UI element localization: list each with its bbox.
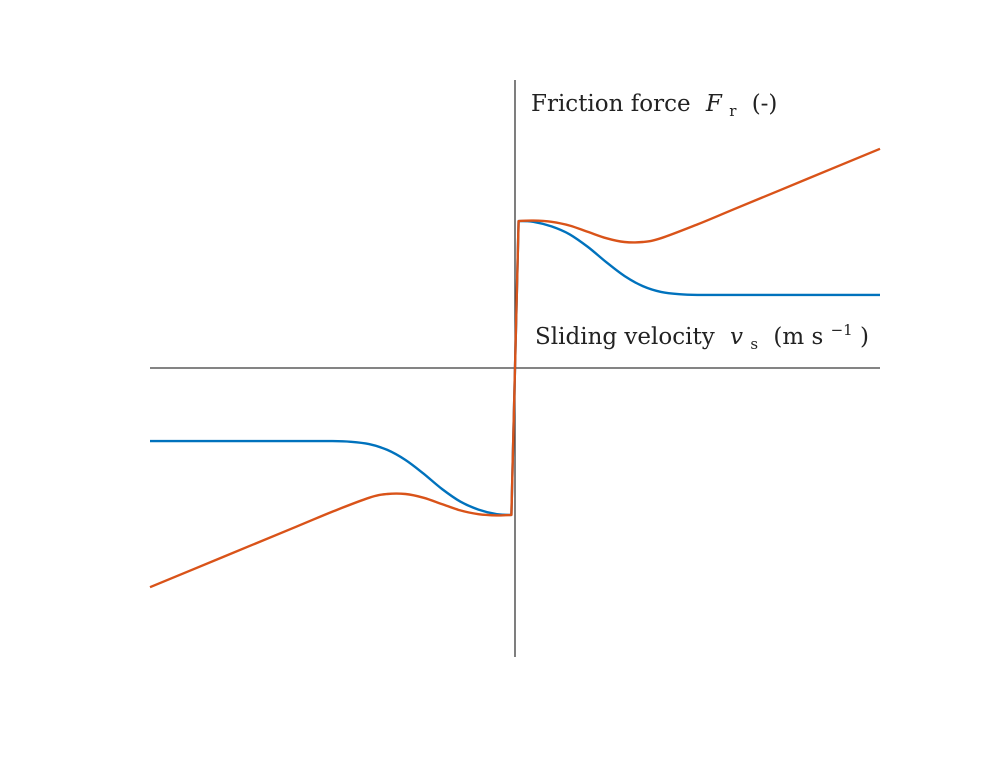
series-group	[149, 147, 881, 589]
x-axis-label-symbol: v	[730, 324, 743, 350]
y-axis-label-main: Friction force	[531, 91, 691, 117]
x-axis-label-unit-exponent: −1	[831, 321, 853, 339]
series-line-2	[149, 147, 881, 589]
y-axis-label-symbol: F	[705, 91, 723, 117]
y-axis-label-unit: (-)	[752, 91, 778, 117]
x-axis-label-unit-open: (m s	[773, 324, 823, 350]
y-axis-label-subscript: r	[729, 102, 737, 120]
x-axis-label-subscript: s	[750, 335, 758, 353]
x-axis-label: Sliding velocity v s (m s −1 )	[535, 315, 869, 355]
x-axis-label-main: Sliding velocity	[535, 324, 715, 350]
y-axis-label: Friction force F r (-)	[531, 91, 777, 122]
x-axis-label-unit-close: )	[860, 324, 869, 350]
